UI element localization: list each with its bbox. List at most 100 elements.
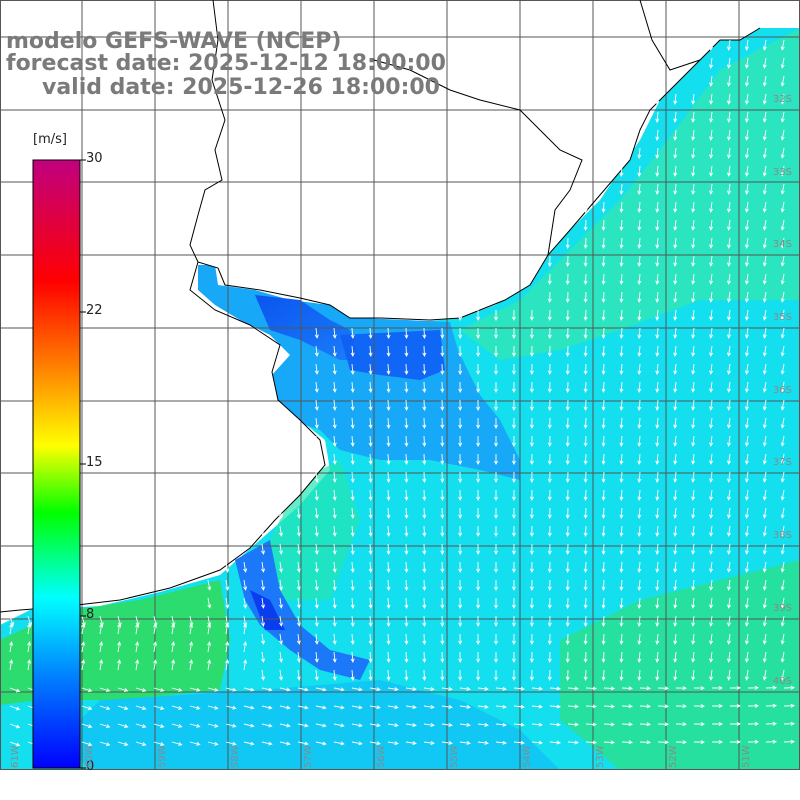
colorbar bbox=[32, 159, 86, 769]
wind-arrow bbox=[441, 705, 453, 709]
wind-arrow bbox=[261, 687, 273, 692]
wind-arrow bbox=[225, 579, 230, 591]
wind-arrow bbox=[655, 471, 660, 483]
wind-arrow bbox=[350, 363, 355, 376]
wind-arrow bbox=[386, 525, 391, 537]
wind-arrow bbox=[583, 435, 588, 447]
wind-arrow bbox=[440, 489, 445, 502]
wind-arrow bbox=[441, 741, 453, 745]
wind-arrow bbox=[404, 399, 409, 411]
wind-arrow bbox=[726, 489, 731, 501]
wind-arrow bbox=[726, 345, 731, 357]
wind-arrow bbox=[691, 543, 696, 555]
wind-arrow bbox=[368, 507, 373, 520]
wind-arrow bbox=[709, 453, 714, 465]
wind-arrow bbox=[547, 309, 552, 321]
wind-arrow bbox=[673, 597, 678, 609]
wind-arrow bbox=[762, 39, 767, 51]
colorbar-tick: 0 bbox=[86, 759, 95, 774]
wind-arrow bbox=[673, 471, 678, 483]
wind-arrow bbox=[655, 399, 660, 411]
wind-arrow bbox=[476, 651, 481, 663]
wind-arrow bbox=[369, 741, 381, 746]
wind-arrow bbox=[279, 579, 283, 591]
wind-arrow bbox=[135, 623, 140, 635]
wind-arrow bbox=[601, 651, 606, 664]
wind-arrow bbox=[744, 219, 749, 231]
wind-arrow bbox=[657, 686, 669, 691]
wind-arrow bbox=[762, 165, 767, 177]
wind-arrow bbox=[368, 597, 373, 610]
wind-arrow bbox=[422, 543, 427, 555]
wind-arrow bbox=[709, 309, 714, 321]
wind-arrow bbox=[726, 471, 731, 483]
wind-arrow bbox=[386, 345, 391, 357]
wind-arrow bbox=[765, 721, 777, 726]
wind-arrow bbox=[729, 721, 742, 726]
wind-arrow bbox=[531, 686, 543, 691]
wind-arrow bbox=[440, 507, 445, 520]
wind-arrow bbox=[404, 525, 409, 537]
wind-arrow bbox=[458, 381, 463, 393]
wind-arrow bbox=[655, 291, 660, 303]
wind-arrow bbox=[511, 633, 516, 646]
wind-arrow bbox=[440, 363, 445, 376]
wind-arrow bbox=[673, 669, 678, 681]
wind-arrow bbox=[637, 363, 642, 375]
wind-arrow bbox=[691, 219, 696, 231]
wind-arrow bbox=[780, 363, 785, 375]
wind-arrow bbox=[619, 219, 624, 231]
wind-arrow bbox=[673, 291, 678, 303]
wind-arrow bbox=[780, 471, 785, 483]
wind-arrow bbox=[691, 651, 696, 663]
wind-arrow bbox=[709, 669, 714, 681]
wind-arrow bbox=[494, 382, 498, 393]
wind-arrow bbox=[709, 381, 714, 393]
wind-arrow bbox=[440, 579, 445, 592]
wind-arrow bbox=[243, 597, 248, 609]
wind-arrow bbox=[583, 543, 588, 555]
wind-arrow bbox=[135, 687, 147, 692]
wind-arrow bbox=[243, 705, 255, 710]
wind-arrow bbox=[405, 741, 417, 746]
wind-arrow bbox=[350, 633, 355, 646]
wind-arrow bbox=[81, 723, 93, 729]
wind-arrow bbox=[297, 687, 309, 692]
wind-arrow bbox=[350, 417, 355, 430]
wind-arrow bbox=[476, 345, 481, 357]
wind-arrow bbox=[726, 327, 731, 339]
wind-arrow bbox=[404, 489, 409, 501]
wind-arrow bbox=[261, 741, 273, 746]
wind-arrow bbox=[404, 381, 409, 393]
wind-arrow bbox=[261, 633, 266, 645]
wind-arrow bbox=[135, 723, 147, 728]
wind-arrow bbox=[655, 183, 660, 195]
wind-arrow bbox=[780, 345, 785, 357]
wind-arrow bbox=[601, 255, 606, 268]
wind-arrow bbox=[440, 561, 445, 574]
wind-arrow bbox=[529, 579, 534, 591]
wind-arrow bbox=[495, 722, 507, 727]
wind-arrow bbox=[386, 327, 391, 339]
wind-arrow bbox=[603, 722, 615, 727]
wind-arrow bbox=[565, 291, 570, 303]
wind-arrow bbox=[637, 291, 642, 303]
wind-arrow bbox=[744, 633, 749, 645]
wind-arrow bbox=[744, 561, 749, 573]
wind-arrow bbox=[511, 615, 516, 628]
wind-arrow bbox=[691, 201, 696, 213]
wind-arrow bbox=[601, 615, 606, 628]
wind-arrow bbox=[404, 453, 409, 465]
wind-arrow bbox=[189, 741, 201, 746]
wind-arrow bbox=[726, 525, 731, 537]
wind-arrow bbox=[117, 659, 122, 671]
wind-arrow bbox=[495, 740, 507, 745]
wind-arrow bbox=[405, 723, 417, 728]
wind-arrow bbox=[189, 687, 201, 692]
wind-arrow bbox=[279, 669, 283, 681]
wind-arrow bbox=[619, 417, 624, 429]
wind-arrow bbox=[314, 615, 319, 627]
wind-arrow bbox=[440, 669, 445, 682]
wind-arrow bbox=[332, 381, 337, 393]
wind-arrow bbox=[655, 381, 660, 393]
